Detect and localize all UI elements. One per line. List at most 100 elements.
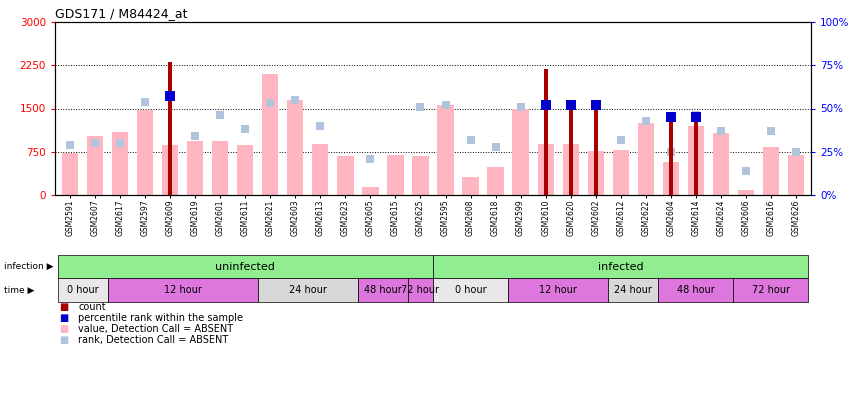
Bar [734, 278, 809, 302]
Text: 24 hour: 24 hour [615, 285, 652, 295]
Bar [587, 151, 603, 195]
Point [464, 137, 478, 143]
Bar [562, 144, 579, 195]
Point [589, 102, 603, 108]
Point [489, 143, 502, 150]
Bar [462, 177, 479, 195]
Point [163, 93, 177, 99]
Bar [57, 278, 108, 302]
Point [88, 140, 102, 146]
Text: ■: ■ [59, 313, 68, 323]
Bar [788, 155, 804, 195]
Bar [763, 147, 779, 195]
Text: 72 hour: 72 hour [752, 285, 790, 295]
Bar [312, 144, 329, 195]
Point [764, 128, 778, 134]
Bar [433, 278, 508, 302]
Bar [694, 122, 698, 195]
Point [564, 102, 578, 108]
Point [413, 104, 427, 110]
Point [288, 97, 302, 103]
Text: 48 hour: 48 hour [677, 285, 715, 295]
Bar [669, 121, 673, 195]
Point [313, 123, 327, 129]
Point [689, 112, 703, 118]
Bar [137, 110, 153, 195]
Bar [594, 107, 597, 195]
Point [639, 118, 652, 124]
Point [139, 99, 152, 105]
Bar [638, 123, 654, 195]
Bar [187, 141, 204, 195]
Point [163, 93, 177, 99]
Bar [358, 278, 408, 302]
Bar [108, 278, 258, 302]
Bar [658, 278, 734, 302]
Bar [87, 136, 104, 195]
Bar [544, 69, 548, 195]
Text: count: count [78, 302, 106, 312]
Point [689, 114, 703, 120]
Bar [487, 167, 503, 195]
Bar [413, 156, 429, 195]
Point [239, 126, 253, 132]
Bar [738, 190, 754, 195]
Bar [433, 255, 809, 278]
Point [789, 148, 803, 155]
Point [113, 140, 127, 146]
Point [564, 102, 578, 108]
Bar [337, 156, 354, 195]
Bar [237, 145, 253, 195]
Text: percentile rank within the sample: percentile rank within the sample [78, 313, 243, 323]
Point [213, 112, 227, 118]
Bar [663, 162, 679, 195]
Text: GDS171 / M84424_at: GDS171 / M84424_at [55, 7, 187, 20]
Bar [57, 255, 433, 278]
Bar [162, 145, 178, 195]
Point [514, 104, 527, 110]
Text: ■: ■ [59, 324, 68, 334]
Text: infected: infected [598, 261, 644, 272]
Text: 0 hour: 0 hour [67, 285, 98, 295]
Bar [437, 105, 454, 195]
Text: ■: ■ [59, 335, 68, 345]
Text: 24 hour: 24 hour [288, 285, 327, 295]
Point [538, 102, 552, 108]
Bar [258, 278, 358, 302]
Bar [362, 187, 378, 195]
Point [664, 114, 678, 120]
Text: 72 hour: 72 hour [401, 285, 439, 295]
Bar [62, 154, 78, 195]
Point [614, 137, 627, 143]
Text: 0 hour: 0 hour [455, 285, 486, 295]
Bar [287, 100, 304, 195]
Bar [508, 278, 609, 302]
Bar [609, 278, 658, 302]
Text: rank, Detection Call = ABSENT: rank, Detection Call = ABSENT [78, 335, 229, 345]
Bar [169, 62, 172, 195]
Bar [613, 150, 629, 195]
Text: 48 hour: 48 hour [364, 285, 401, 295]
Bar [112, 131, 128, 195]
Text: uninfected: uninfected [216, 261, 275, 272]
Bar [212, 141, 229, 195]
Text: ■: ■ [59, 302, 68, 312]
Point [664, 148, 678, 155]
Text: infection ▶: infection ▶ [4, 262, 54, 271]
Bar [262, 74, 278, 195]
Bar [538, 144, 554, 195]
Text: 12 hour: 12 hour [539, 285, 577, 295]
Point [63, 142, 77, 148]
Point [264, 100, 277, 107]
Point [188, 133, 202, 139]
Bar [408, 278, 433, 302]
Bar [513, 109, 529, 195]
Point [538, 102, 552, 108]
Point [364, 156, 377, 162]
Bar [568, 109, 573, 195]
Point [589, 102, 603, 108]
Text: time ▶: time ▶ [4, 286, 34, 295]
Text: value, Detection Call = ABSENT: value, Detection Call = ABSENT [78, 324, 233, 334]
Text: 12 hour: 12 hour [163, 285, 202, 295]
Bar [687, 126, 704, 195]
